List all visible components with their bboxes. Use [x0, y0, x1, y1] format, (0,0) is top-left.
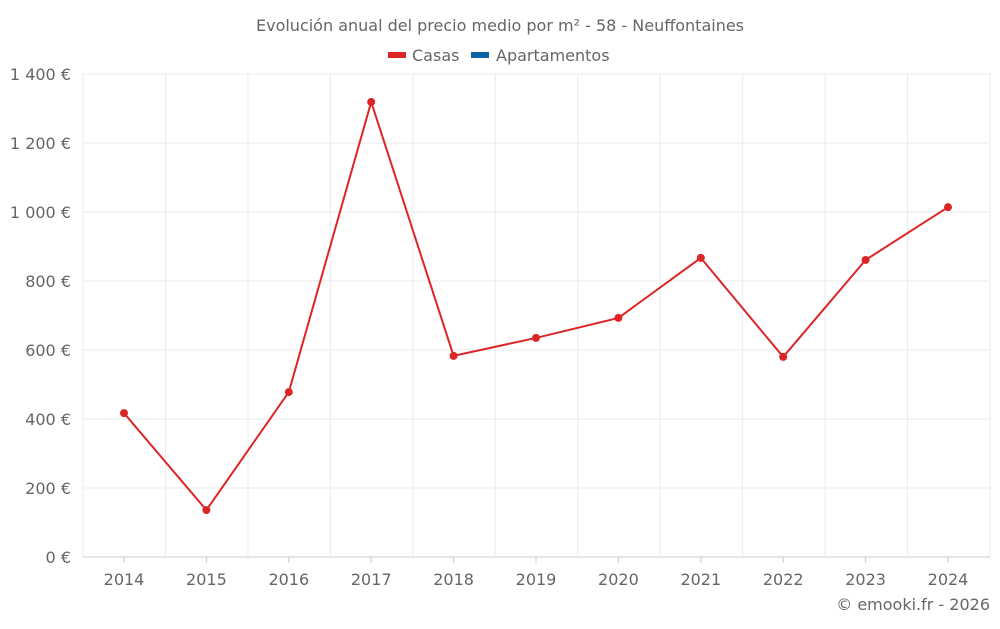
data-point — [449, 351, 458, 360]
y-tick-label: 1 200 € — [10, 134, 71, 153]
legend-label-casas[interactable]: Casas — [412, 46, 459, 65]
credit[interactable]: © emooki.fr - 2026 — [836, 595, 990, 614]
data-point — [202, 506, 211, 515]
data-point — [614, 313, 623, 322]
data-point — [120, 409, 128, 418]
x-tick-label: 2023 — [845, 570, 886, 589]
x-tick-label: 2014 — [104, 570, 145, 589]
chart-title: Evolución anual del precio medio por m² … — [256, 16, 744, 35]
legend-swatch-casas — [388, 52, 406, 58]
data-point — [532, 333, 540, 342]
x-tick-label: 2020 — [598, 570, 639, 589]
y-tick-label: 0 € — [46, 548, 71, 567]
y-tick-label: 600 € — [25, 341, 71, 360]
x-tick-label: 2019 — [516, 570, 557, 589]
x-tick-label: 2015 — [186, 570, 227, 589]
y-tick-label: 1 000 € — [10, 203, 71, 222]
x-tick-label: 2022 — [763, 570, 804, 589]
x-tick-label: 2024 — [928, 570, 969, 589]
x-tick-label: 2018 — [433, 570, 474, 589]
y-tick-label: 200 € — [25, 479, 71, 498]
x-tick-label: 2016 — [268, 570, 309, 589]
data-point — [944, 203, 952, 212]
y-tick-label: 800 € — [25, 272, 71, 291]
data-point — [779, 352, 788, 361]
legend: Casas Apartamentos — [388, 46, 610, 65]
y-tick-label: 400 € — [25, 410, 71, 429]
x-tick-label: 2021 — [680, 570, 721, 589]
legend-swatch-apartamentos — [471, 52, 489, 58]
data-point — [284, 388, 293, 397]
x-tick-label: 2017 — [351, 570, 392, 589]
data-point — [696, 253, 705, 262]
data-point — [367, 97, 376, 106]
data-point — [861, 255, 870, 264]
legend-label-apartamentos[interactable]: Apartamentos — [496, 46, 610, 65]
y-tick-label: 1 400 € — [10, 65, 71, 84]
